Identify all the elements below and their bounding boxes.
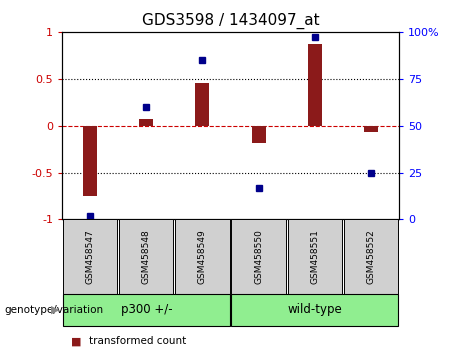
- Text: ■: ■: [71, 336, 82, 346]
- Text: GSM458551: GSM458551: [310, 229, 319, 284]
- Bar: [307, 44, 322, 126]
- Bar: [139, 119, 154, 126]
- Text: p300 +/-: p300 +/-: [121, 303, 172, 316]
- Bar: [364, 126, 378, 132]
- Bar: [252, 126, 266, 143]
- Title: GDS3598 / 1434097_at: GDS3598 / 1434097_at: [142, 13, 319, 29]
- Bar: [195, 82, 209, 126]
- Bar: [83, 126, 97, 196]
- Text: GSM458549: GSM458549: [198, 229, 207, 284]
- Text: wild-type: wild-type: [287, 303, 342, 316]
- Text: GSM458547: GSM458547: [86, 229, 95, 284]
- Text: transformed count: transformed count: [89, 336, 186, 346]
- Text: GSM458548: GSM458548: [142, 229, 151, 284]
- Text: ▶: ▶: [52, 305, 60, 315]
- Text: genotype/variation: genotype/variation: [5, 305, 104, 315]
- Text: GSM458552: GSM458552: [366, 229, 375, 284]
- Text: GSM458550: GSM458550: [254, 229, 263, 284]
